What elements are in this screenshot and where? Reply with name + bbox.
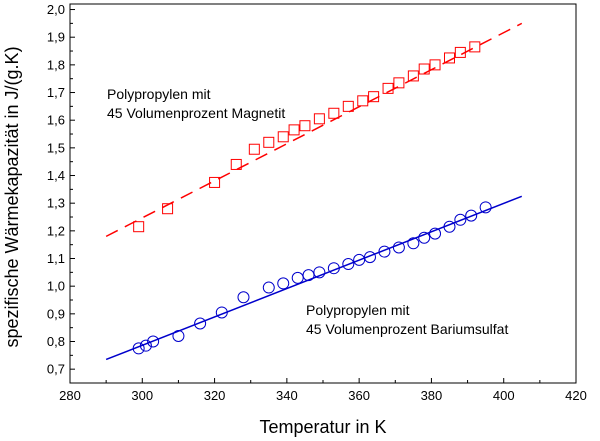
data-point-circle <box>392 241 405 254</box>
data-point-square <box>407 70 419 82</box>
data-point-circle <box>147 335 160 348</box>
data-point-square <box>263 136 275 148</box>
data-point-square <box>313 113 325 125</box>
data-point-circle <box>194 317 207 330</box>
y-tick-label: 1,6 <box>47 113 65 128</box>
y-tick-label: 0,8 <box>47 334 65 349</box>
data-point-circle <box>363 251 376 264</box>
x-tick-label: 320 <box>204 388 226 403</box>
data-point-circle <box>262 281 275 294</box>
fit-line-series-1 <box>105 22 523 238</box>
data-point-square <box>368 91 380 103</box>
data-point-circle <box>353 253 366 266</box>
data-markers <box>132 41 492 355</box>
data-point-circle <box>429 227 442 240</box>
x-tick-label: 300 <box>131 388 153 403</box>
data-point-square <box>429 59 441 71</box>
data-point-circle <box>132 342 145 355</box>
data-point-square <box>133 221 145 233</box>
data-point-circle <box>302 269 315 282</box>
fit-line-series-2 <box>105 195 523 361</box>
fit-lines <box>105 22 523 361</box>
x-axis-title: Temperatur in K <box>259 417 386 437</box>
annotation-bariumsulfat-line2: 45 Volumenprozent Bariumsulfat <box>306 321 508 337</box>
data-point-square <box>418 63 430 75</box>
data-point-square <box>444 52 455 64</box>
data-point-circle <box>479 201 492 214</box>
y-axis-ticks: 0,7 0,8 0,9 1,0 1,1 1,2 1,3 1,4 1,5 1,6 1,7 1,8 1,9 2… <box>47 2 75 377</box>
x-tick-label: 420 <box>565 388 587 403</box>
data-point-circle <box>291 271 304 284</box>
data-point-square <box>288 124 300 136</box>
x-tick-label: 360 <box>348 388 370 403</box>
y-tick-label: 1,8 <box>47 57 65 72</box>
y-tick-label: 0,7 <box>47 362 65 377</box>
data-point-square <box>342 100 354 112</box>
data-point-square <box>277 131 289 143</box>
data-point-circle <box>342 258 355 271</box>
y-tick-label: 0,9 <box>47 306 65 321</box>
data-point-circle <box>313 266 326 279</box>
data-point-circle <box>277 277 290 290</box>
y-tick-label: 1,2 <box>47 223 65 238</box>
annotation-magnetit-line1: Polypropylen mit <box>107 86 211 102</box>
data-point-square <box>209 176 221 188</box>
y-tick-label: 1,7 <box>47 85 65 100</box>
annotation-magnetit-line2: 45 Volumenprozent Magnetit <box>107 105 285 121</box>
y-tick-label: 1,4 <box>47 168 65 183</box>
annotation-bariumsulfat-line1: Polypropylen mit <box>306 302 410 318</box>
data-point-circle <box>215 306 228 319</box>
x-axis-ticks: 280 300 320 340 360 380 400 420 <box>59 378 587 403</box>
data-point-square <box>328 107 340 119</box>
y-tick-label: 2,0 <box>47 2 65 17</box>
data-point-circle <box>327 262 340 275</box>
x-tick-label: 280 <box>59 388 81 403</box>
data-point-circle <box>172 329 185 342</box>
data-point-circle <box>407 237 420 250</box>
data-point-square <box>469 41 481 53</box>
y-tick-label: 1,1 <box>47 251 65 266</box>
data-point-square <box>393 77 405 89</box>
data-point-square <box>382 82 394 94</box>
x-tick-label: 340 <box>276 388 298 403</box>
y-tick-label: 1,5 <box>47 140 65 155</box>
x-tick-label: 380 <box>421 388 443 403</box>
data-point-circle <box>139 339 152 352</box>
y-axis-title: spezifische Wärmekapazität in J/(g.K) <box>2 46 22 347</box>
y-tick-label: 1,9 <box>47 30 65 45</box>
data-point-circle <box>418 231 431 244</box>
data-point-square <box>230 158 242 170</box>
data-point-circle <box>454 213 467 226</box>
data-point-square <box>357 95 369 107</box>
y-tick-label: 1,3 <box>47 196 65 211</box>
data-point-circle <box>237 291 250 304</box>
data-point-circle <box>465 209 478 222</box>
data-point-circle <box>443 220 456 233</box>
data-point-circle <box>378 245 391 258</box>
y-tick-label: 1,0 <box>47 279 65 294</box>
data-point-square <box>248 143 260 155</box>
data-point-square <box>162 203 174 215</box>
data-point-square <box>299 120 311 132</box>
data-point-square <box>454 46 466 58</box>
x-tick-label: 400 <box>493 388 515 403</box>
